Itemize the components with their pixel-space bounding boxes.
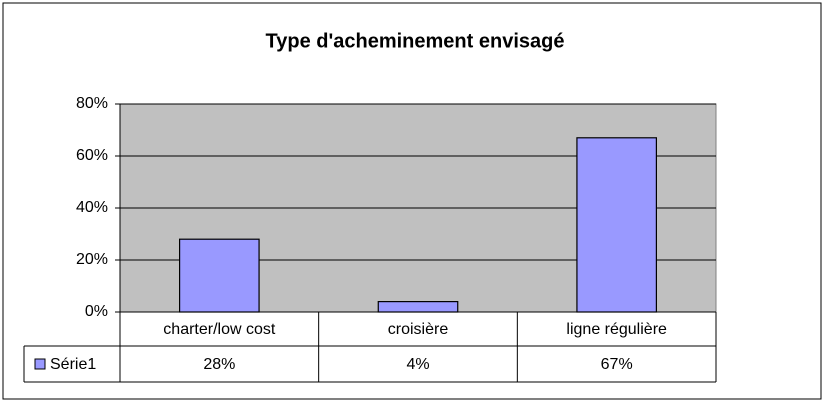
data-label: 67% (601, 356, 633, 373)
data-label: 4% (406, 356, 429, 373)
data-label: 28% (203, 356, 235, 373)
bar (377, 301, 459, 313)
y-tick-label: 40% (76, 199, 108, 216)
y-tick-label: 60% (76, 147, 108, 164)
chart-title: Type d'acheminement envisagé (266, 30, 565, 52)
legend-label: Série1 (50, 356, 96, 373)
x-tick-label: ligne régulière (566, 321, 667, 338)
y-tick-label: 80% (76, 95, 108, 112)
y-tick-label: 20% (76, 251, 108, 268)
bar (179, 238, 260, 313)
x-tick-label: charter/low cost (163, 321, 276, 338)
bar (576, 137, 658, 313)
x-tick-label: croisière (388, 321, 449, 338)
legend-key (34, 358, 46, 370)
y-tick-label: 0% (85, 303, 108, 320)
